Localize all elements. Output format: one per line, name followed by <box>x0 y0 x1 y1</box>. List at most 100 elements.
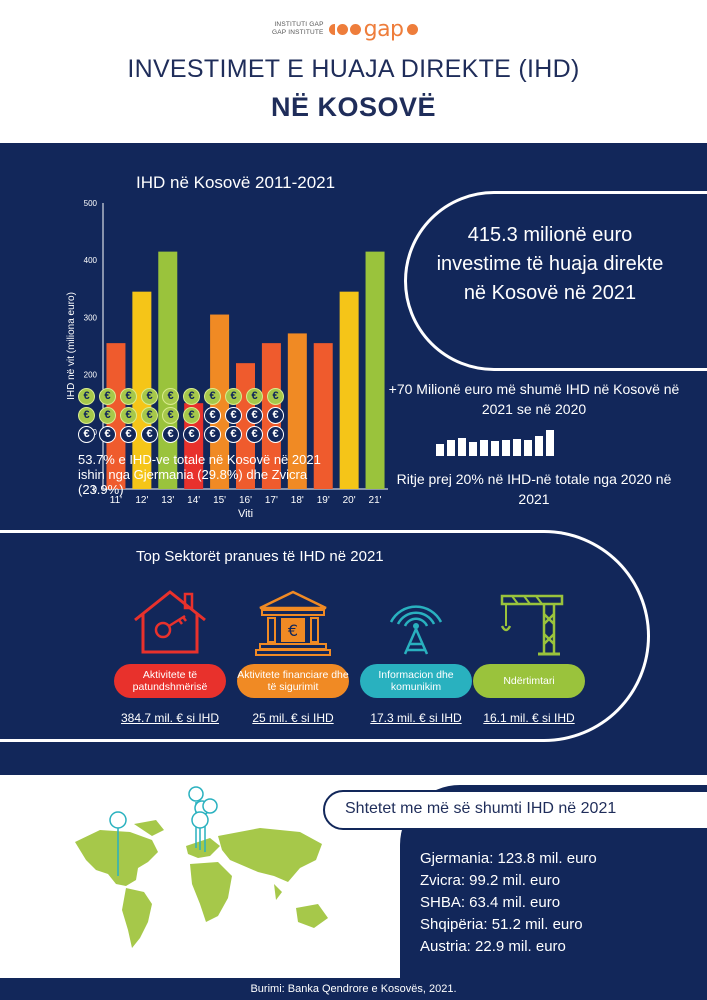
sector-value: 17.3 mil. € si IHD <box>370 711 462 725</box>
mini-bar <box>524 440 532 456</box>
x-tick-label: 14' <box>187 495 200 506</box>
y-axis-label: IHD në vit (miliona euro) <box>66 292 77 400</box>
bank-icon: € <box>255 590 331 656</box>
bar <box>184 403 204 489</box>
bar <box>339 291 359 489</box>
logo-dots <box>328 23 361 35</box>
y-tick-label: 0 <box>93 485 98 494</box>
sector-ict: Informacion dhe komunikim 17.3 mil. € si… <box>356 586 476 725</box>
euro-coin-icon: € <box>267 407 284 424</box>
page-title-line1: INVESTIMET E HUAJA DIREKTE (IHD) <box>127 55 580 83</box>
bar <box>365 251 385 489</box>
x-tick-label: 21' <box>369 495 382 506</box>
x-tick-label: 18' <box>291 495 304 506</box>
euro-coin-icon: € <box>225 426 242 443</box>
mini-bar <box>491 441 499 456</box>
euro-coin-icon: € <box>246 407 263 424</box>
euro-coin-icon: € <box>204 407 221 424</box>
main-panel: IHD në Kosovë 2011-2021 0100200300400500… <box>0 143 707 775</box>
euro-coin-icon: € <box>246 426 263 443</box>
sector-value: 384.7 mil. € si IHD <box>120 711 220 725</box>
y-tick-label: 300 <box>84 313 98 322</box>
euro-coin-icon: € <box>225 388 242 405</box>
mini-bar <box>436 444 444 456</box>
x-tick-label: 12' <box>135 495 148 506</box>
euro-coin-icon: € <box>267 426 284 443</box>
euro-coin-icon: € <box>120 388 137 405</box>
x-tick-label: 13' <box>161 495 174 506</box>
country-item: Austria: 22.9 mil. euro <box>420 938 566 955</box>
mini-bar <box>480 440 488 456</box>
euro-coin-icon: € <box>225 407 242 424</box>
sector-label: Informacion dhe komunikim <box>360 664 472 698</box>
highlight-text: 415.3 milionë euro investime të huaja di… <box>436 224 664 304</box>
x-tick-label: 15' <box>213 495 226 506</box>
mini-bar <box>513 439 521 456</box>
euro-coin-icon: € <box>99 426 116 443</box>
logo-caption: INSTITUTI GAP GAP INSTITUTE <box>272 21 324 37</box>
logo-dot-icon <box>406 23 418 35</box>
x-axis-label: Viti <box>238 508 253 520</box>
euro-coin-icon: € <box>78 426 95 443</box>
sectors-frame <box>0 530 650 742</box>
mini-bar <box>535 436 543 456</box>
euro-coin-icon: € <box>183 388 200 405</box>
euro-coin-icon: € <box>141 426 158 443</box>
bar <box>313 343 333 489</box>
country-item: Zvicra: 99.2 mil. euro <box>420 872 561 889</box>
euro-coin-icon: € <box>183 407 200 424</box>
x-tick-label: 11' <box>110 495 122 506</box>
euro-coin-icon: € <box>120 426 137 443</box>
logo-dot-icon <box>349 23 361 35</box>
euro-coin-icon: € <box>162 388 179 405</box>
bar-chart: 010020030040050011'12'13'14'15'16'17'18'… <box>66 199 388 520</box>
sector-value: 25 mil. € si IHD <box>252 711 334 725</box>
euro-coin-icon: € <box>162 407 179 424</box>
header: INSTITUTI GAP GAP INSTITUTE gap INVESTIM… <box>0 0 707 143</box>
euro-coin-icon: € <box>162 426 179 443</box>
sector-finance: € Aktivitete financiare dhe të sigurimit… <box>233 586 353 725</box>
mini-bar <box>447 440 455 456</box>
euro-coin-icon: € <box>267 388 284 405</box>
source-footer: Burimi: Banka Qendrore e Kosovës, 2021. <box>0 978 707 1000</box>
euro-coin-icon: € <box>99 407 116 424</box>
country-item: SHBA: 63.4 mil. euro <box>420 894 561 911</box>
crane-icon <box>500 594 564 656</box>
countries-title: Shtetet me më së shumti IHD në 2021 <box>345 800 617 817</box>
bar <box>210 314 230 489</box>
chart-title: IHD në Kosovë 2011-2021 <box>136 173 336 192</box>
increase-stat: +70 Milionë euro më shumë IHD në Kosovë … <box>388 381 680 417</box>
mini-bar <box>458 438 466 456</box>
x-tick-label: 17' <box>265 495 278 506</box>
bar <box>287 333 307 489</box>
euro-coin-icon: € <box>99 388 116 405</box>
euro-coin-icon: € <box>78 407 95 424</box>
logo-line2: GAP INSTITUTE <box>272 29 324 36</box>
euro-coin-icon: € <box>204 426 221 443</box>
country-item: Shqipëria: 51.2 mil. euro <box>420 916 583 933</box>
euro-coin-icon: € <box>141 407 158 424</box>
mini-bar <box>546 430 554 456</box>
country-list: Gjermania: 123.8 mil. euro Zvicra: 99.2 … <box>420 848 597 958</box>
logo-line1: INSTITUTI GAP <box>274 21 324 28</box>
growth-stat: Ritje prej 20% në IHD-në totale nga 2020… <box>396 471 672 507</box>
coin-caption: 53.7% e IHD-ve totale në Kosovë në 2021 … <box>78 452 321 497</box>
coin-grid: € € € € € € € € € € € € € € € € € € € € € € € € € € € € € € <box>78 388 286 443</box>
countries-title-frame <box>323 790 707 830</box>
y-tick-label: 200 <box>84 371 98 380</box>
y-tick-label: 500 <box>84 199 98 208</box>
mini-bar <box>469 442 477 456</box>
euro-coin-icon: € <box>141 388 158 405</box>
euro-coin-icon: € <box>183 426 200 443</box>
world-map-icon <box>75 786 328 948</box>
mini-bar <box>502 440 510 456</box>
x-tick-label: 16' <box>239 495 252 506</box>
highlight-box <box>404 191 707 371</box>
logo-dot-icon <box>336 23 348 35</box>
antenna-icon <box>389 605 443 655</box>
growth-bars-icon <box>436 426 554 456</box>
country-item: Gjermania: 123.8 mil. euro <box>420 850 597 867</box>
euro-coin-icon: € <box>204 388 221 405</box>
logo-wordmark: gap <box>363 16 404 42</box>
house-key-icon <box>134 590 206 654</box>
